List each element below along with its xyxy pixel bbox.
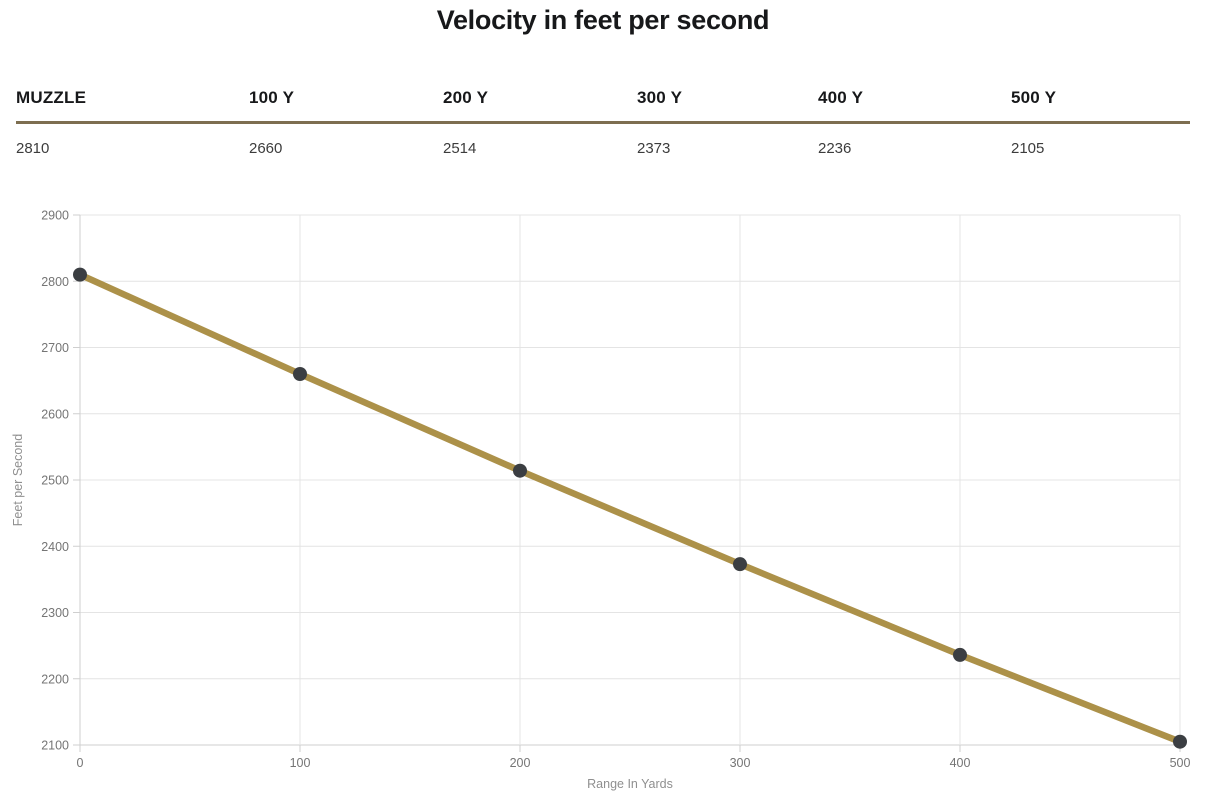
- data-point[interactable]: [73, 267, 87, 282]
- table-header-muzzle: MUZZLE: [16, 88, 87, 107]
- table-value-400y: 2236: [818, 140, 852, 157]
- svg-text:2800: 2800: [41, 275, 69, 289]
- y-axis-title: Feet per Second: [11, 434, 25, 526]
- velocity-table: MUZZLE 100 Y 200 Y 300 Y 400 Y 500 Y 281…: [16, 88, 1190, 157]
- data-point[interactable]: [733, 557, 747, 572]
- x-tick-labels: 0 100 200 300 400 500: [77, 756, 1191, 770]
- table-header-100y: 100 Y: [249, 88, 295, 107]
- data-point[interactable]: [293, 367, 307, 381]
- table-value-100y: 2660: [249, 140, 283, 157]
- data-point[interactable]: [1173, 734, 1187, 749]
- tick-marks: [73, 214, 1181, 752]
- svg-text:2100: 2100: [41, 739, 69, 753]
- data-point[interactable]: [953, 647, 967, 662]
- table-header-500y: 500 Y: [1011, 88, 1057, 107]
- svg-text:400: 400: [950, 756, 971, 770]
- table-header-400y: 400 Y: [818, 88, 864, 107]
- table-value-row: 2810 2660 2514 2373 2236 2105: [16, 124, 1190, 157]
- y-tick-labels: 2100 2200 2300 2400 2500 2600 2700 2800 2900: [41, 209, 69, 753]
- svg-text:2400: 2400: [41, 540, 69, 554]
- svg-text:300: 300: [730, 756, 751, 770]
- svg-text:500: 500: [1170, 756, 1191, 770]
- svg-text:2300: 2300: [41, 606, 69, 620]
- table-header-row: MUZZLE 100 Y 200 Y 300 Y 400 Y 500 Y: [16, 88, 1190, 124]
- svg-text:2900: 2900: [41, 209, 69, 223]
- table-value-200y: 2514: [443, 140, 477, 157]
- svg-text:2700: 2700: [41, 341, 69, 355]
- svg-text:0: 0: [77, 756, 84, 770]
- velocity-line-chart: 2100 2200 2300 2400 2500 2600 2700 2800 2900 0 100…: [11, 209, 1191, 792]
- chart-area: 2100 2200 2300 2400 2500 2600 2700 2800 2900 0 100…: [0, 195, 1206, 804]
- data-point[interactable]: [513, 463, 527, 478]
- svg-text:2600: 2600: [41, 407, 69, 421]
- x-axis-title: Range In Yards: [587, 777, 673, 791]
- svg-text:2200: 2200: [41, 672, 69, 686]
- svg-text:200: 200: [510, 756, 531, 770]
- table-value-300y: 2373: [637, 140, 671, 157]
- data-points: [73, 267, 1187, 749]
- velocity-line: [78, 271, 1182, 745]
- svg-text:100: 100: [290, 756, 311, 770]
- table-value-500y: 2105: [1011, 140, 1045, 157]
- page-title: Velocity in feet per second: [436, 5, 770, 35]
- table-value-muzzle: 2810: [16, 140, 50, 157]
- svg-text:2500: 2500: [41, 474, 69, 488]
- gridlines: [79, 214, 1181, 746]
- table-header-200y: 200 Y: [443, 88, 489, 107]
- table-header-300y: 300 Y: [637, 88, 683, 107]
